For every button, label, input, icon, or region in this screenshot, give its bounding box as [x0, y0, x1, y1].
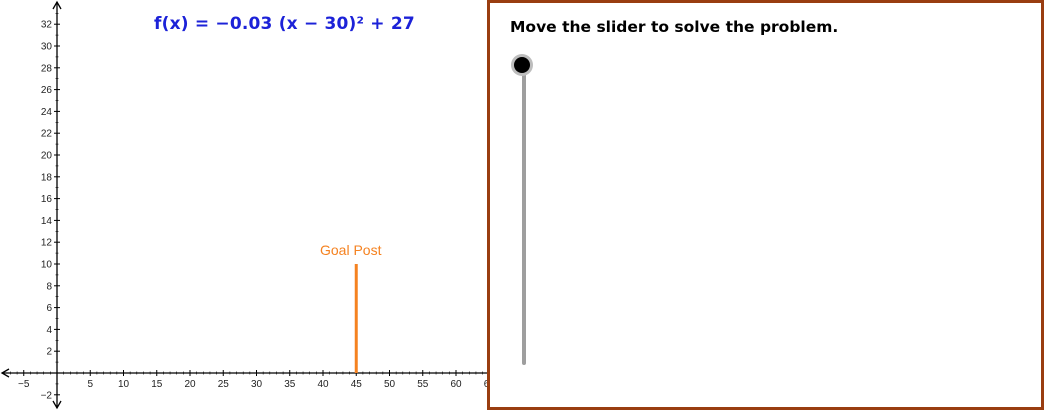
y-tick-label: 26 — [41, 85, 53, 96]
y-tick-label: −2 — [41, 390, 53, 401]
x-tick-label: 50 — [384, 379, 396, 390]
x-tick-label: −5 — [18, 379, 30, 390]
y-tick-label: 30 — [41, 42, 53, 53]
y-tick-label: 22 — [41, 129, 53, 140]
instruction-text: Move the slider to solve the problem. — [510, 18, 839, 36]
y-tick-label: 4 — [46, 325, 52, 336]
coordinate-axes: −55101520253035404550556065−224681012141… — [0, 0, 487, 410]
y-tick-label: 18 — [41, 172, 53, 183]
y-tick-label: 16 — [41, 194, 53, 205]
y-tick-label: 14 — [41, 216, 53, 227]
x-tick-label: 25 — [218, 379, 230, 390]
graphics-view[interactable]: −55101520253035404550556065−224681012141… — [0, 0, 487, 410]
x-tick-label: 35 — [284, 379, 296, 390]
x-tick-label: 30 — [251, 379, 263, 390]
y-tick-label: 2 — [46, 347, 52, 358]
x-tick-label: 45 — [351, 379, 363, 390]
x-tick-label: 20 — [184, 379, 196, 390]
y-tick-label: 6 — [46, 303, 52, 314]
x-tick-label: 10 — [118, 379, 130, 390]
x-axis-arrow-icon — [0, 368, 10, 378]
y-axis-arrow-bottom-icon — [52, 400, 62, 410]
x-tick-label: 5 — [87, 379, 93, 390]
vertical-slider[interactable] — [514, 57, 534, 369]
x-tick-label: 60 — [450, 379, 462, 390]
y-tick-label: 32 — [41, 20, 53, 31]
y-tick-label: 28 — [41, 63, 53, 74]
y-tick-label: 8 — [46, 281, 52, 292]
x-tick-label: 55 — [417, 379, 429, 390]
y-tick-label: 12 — [41, 238, 53, 249]
goal-post-label: Goal Post — [320, 242, 382, 258]
y-tick-label: 24 — [41, 107, 53, 118]
slider-handle[interactable] — [514, 57, 530, 73]
x-tick-label: 40 — [317, 379, 329, 390]
x-tick-label: 15 — [151, 379, 163, 390]
y-tick-label: 20 — [41, 151, 53, 162]
x-tick-label: 65 — [484, 379, 487, 390]
function-label: f(x) = −0.03 (x − 30)² + 27 — [154, 14, 415, 34]
y-axis-arrow-top-icon — [52, 0, 62, 10]
control-panel: Move the slider to solve the problem. — [487, 0, 1044, 410]
y-tick-label: 10 — [41, 260, 53, 271]
slider-track[interactable] — [522, 65, 526, 365]
